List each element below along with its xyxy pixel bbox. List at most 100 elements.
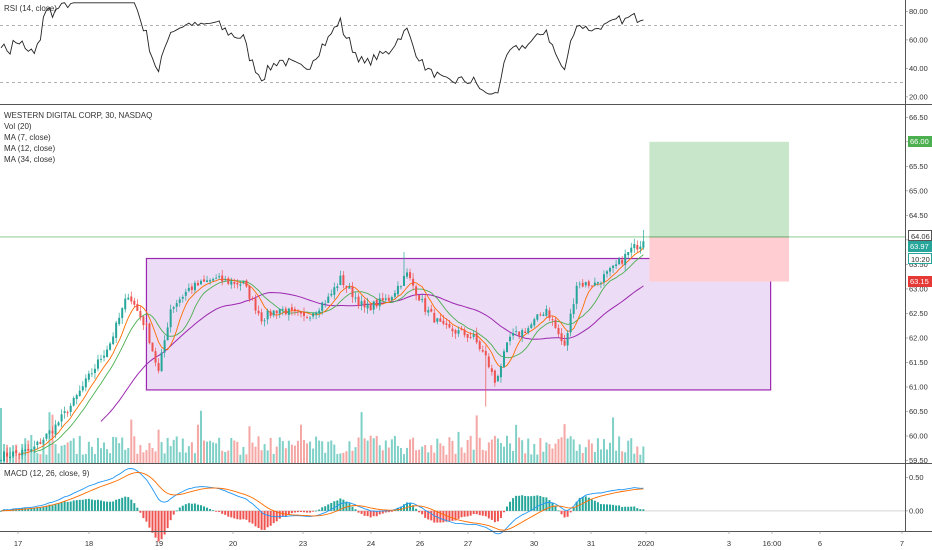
macd-hist-bar <box>233 510 236 519</box>
volume-bar <box>63 444 66 463</box>
macd-hist-bar <box>596 502 599 511</box>
volume-bar <box>345 451 348 463</box>
macd-hist-bar <box>169 510 172 521</box>
candle-body <box>502 351 505 368</box>
macd-hist-bar <box>24 508 27 511</box>
candles <box>0 230 645 463</box>
macd-hist-bar <box>587 497 590 511</box>
macd-hist-bar <box>524 496 527 511</box>
volume-bar <box>190 442 193 463</box>
macd-hist-bar <box>160 510 163 540</box>
legend-ma12: MA (12, close) <box>4 144 56 153</box>
candle-body <box>257 310 260 314</box>
volume-bar <box>196 424 199 463</box>
candle-body <box>184 291 187 296</box>
candle-body <box>372 301 375 310</box>
candle-body <box>75 395 78 400</box>
volume-bar <box>236 441 239 463</box>
macd-hist-bar <box>512 498 515 511</box>
candle-body <box>584 282 587 286</box>
volume-bar <box>396 445 399 463</box>
price-tick-label: 64.50 <box>909 211 928 220</box>
macd-hist-bar <box>593 500 596 511</box>
macd-hist-bar <box>312 510 315 512</box>
macd-hist-bar <box>115 499 118 511</box>
pane-separators <box>0 0 932 532</box>
rsi-pane[interactable]: 80.00 60.00 40.00 20.00 <box>0 2 928 102</box>
macd-hist-bar <box>45 505 48 511</box>
candle-body <box>69 405 72 412</box>
candle-body <box>275 310 278 314</box>
candle-body <box>3 451 6 462</box>
macd-hist-bar <box>272 510 275 524</box>
price-pane[interactable]: 66.5066.0065.5065.0064.5064.0063.5063.00… <box>0 113 928 465</box>
volume-bar <box>145 450 148 463</box>
volume-bar <box>587 439 590 463</box>
macd-hist-bar <box>499 510 502 518</box>
candle-body <box>593 282 596 286</box>
volume-bar <box>57 453 60 463</box>
candle-body <box>312 313 315 317</box>
candle-body <box>181 296 184 299</box>
volume-bar <box>175 436 178 463</box>
candle-body <box>290 307 293 311</box>
volume-bar <box>75 453 78 463</box>
candle-body <box>21 449 24 456</box>
candle-body <box>606 271 608 274</box>
macd-hist-bar <box>390 510 393 512</box>
volume-bar <box>257 436 260 463</box>
candle-body <box>199 280 202 285</box>
volume-bar <box>260 450 263 463</box>
macd-pane[interactable]: 0.50 0.00 <box>0 468 924 542</box>
candle-body <box>30 449 33 452</box>
candle-body <box>533 319 536 326</box>
macd-hist-bar <box>427 510 430 520</box>
volume-bar <box>436 438 439 463</box>
volume-bar <box>306 443 309 463</box>
macd-hist-bar <box>72 500 75 511</box>
macd-hist-bar <box>424 510 427 518</box>
macd-hist-bar <box>454 510 457 521</box>
volume-bar <box>609 442 612 463</box>
volume-bar <box>127 448 130 463</box>
candle-body <box>60 414 63 422</box>
candle-body <box>133 300 136 305</box>
volume-bar <box>81 454 84 463</box>
volume-bar <box>318 440 321 463</box>
volume-bar <box>487 442 490 463</box>
rsi-tick-label: 40.00 <box>909 64 928 73</box>
macd-hist-bar <box>433 510 436 523</box>
volume-bar <box>630 438 633 463</box>
candle-body <box>499 366 502 378</box>
candle-body <box>527 328 530 334</box>
volume-bar <box>315 436 318 463</box>
macd-hist-bar <box>351 506 354 511</box>
volume-bar <box>121 437 124 463</box>
volume-bar <box>287 440 290 463</box>
volume-bar <box>303 439 305 463</box>
candle-body <box>154 351 157 363</box>
macd-hist-bar <box>103 501 106 511</box>
volume-bar <box>327 441 330 463</box>
volume-bar <box>372 438 375 463</box>
countdown-tag: 10:20 <box>908 253 932 264</box>
volume-bar <box>299 424 302 463</box>
candle-body <box>384 298 387 300</box>
x-tick-label: 2020 <box>638 539 655 548</box>
volume-bar <box>375 435 378 463</box>
macd-hist-bar <box>112 501 115 511</box>
volume-bar <box>84 453 87 463</box>
candle-body <box>87 373 90 380</box>
macd-hist-bar <box>142 510 145 519</box>
macd-hist-bar <box>0 510 2 512</box>
macd-hist-bar <box>209 509 212 511</box>
candle-body <box>387 297 390 301</box>
macd-hist-bar <box>539 496 542 511</box>
candle-body <box>515 330 518 332</box>
candle-body <box>269 311 272 316</box>
volume-bar <box>36 453 39 463</box>
macd-hist-bar <box>590 499 593 511</box>
volume-bar <box>421 446 424 463</box>
candle-body <box>42 439 45 444</box>
